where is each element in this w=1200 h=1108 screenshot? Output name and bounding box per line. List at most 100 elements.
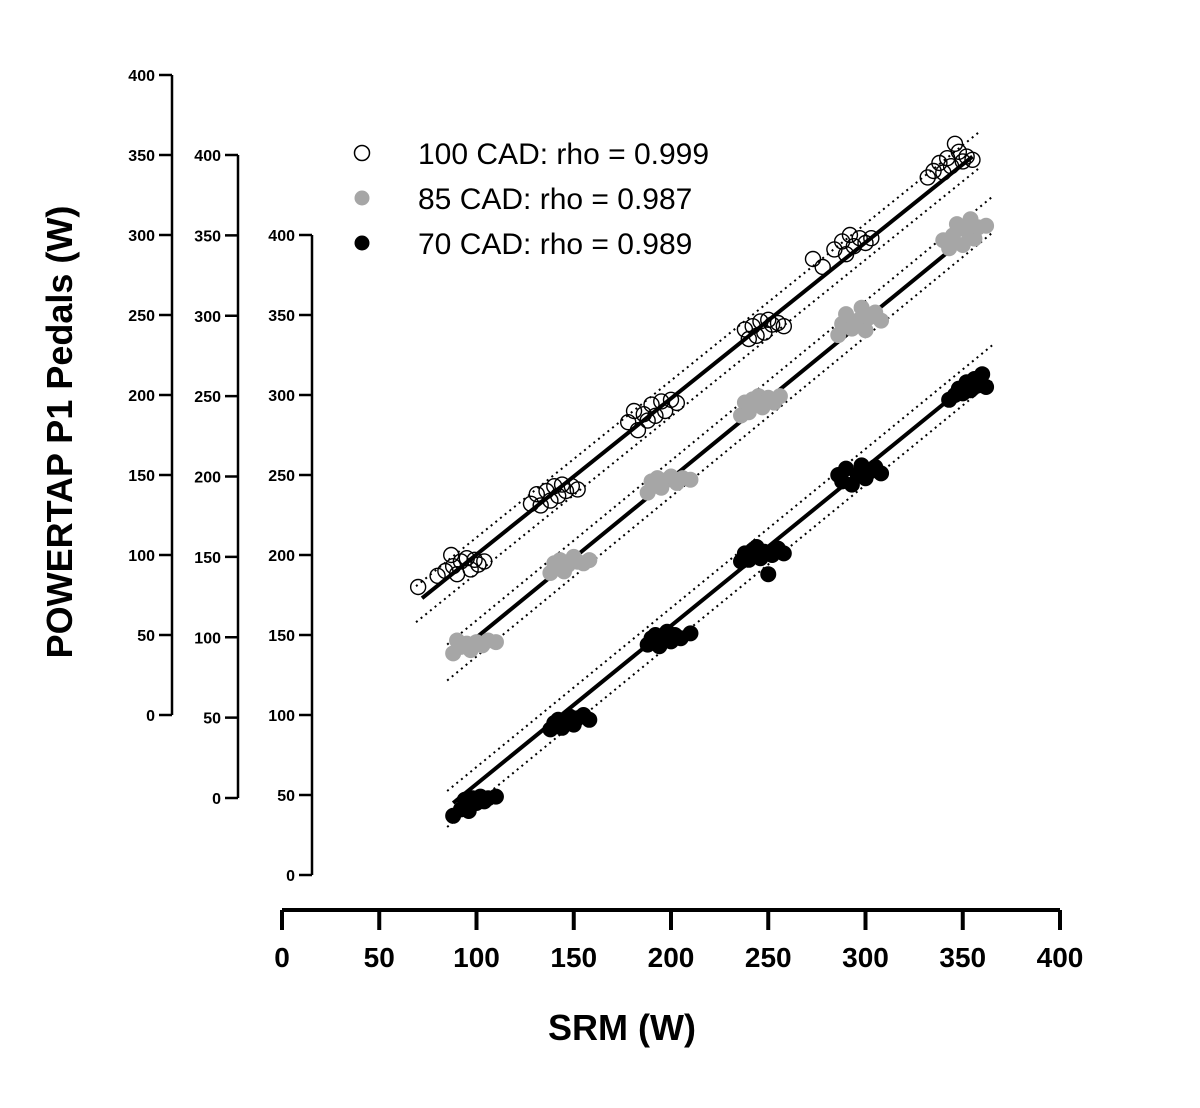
- fit-line-group: [446, 196, 993, 682]
- y-tick-label: 150: [268, 628, 295, 645]
- data-point: [647, 407, 664, 424]
- x-axis: 0 50 100 150 200 250 300 350 400: [274, 908, 1084, 973]
- x-tick-label: 400: [1037, 942, 1084, 973]
- y-tick-label: 150: [128, 468, 155, 485]
- data-point: [775, 318, 793, 335]
- data-point: [581, 552, 598, 569]
- data-point: [857, 234, 874, 252]
- data-point: [978, 379, 995, 395]
- data-point: [620, 414, 637, 431]
- fit-line-group: [415, 131, 980, 623]
- data-point: [625, 402, 643, 420]
- confidence-band-line: [415, 131, 980, 587]
- data-point: [437, 562, 454, 580]
- data-point: [942, 157, 960, 175]
- legend-label: 85 CAD: rho = 0.987: [418, 183, 692, 216]
- data-point: [487, 788, 504, 805]
- data-point: [814, 258, 831, 276]
- y-tick-label: 400: [128, 68, 155, 85]
- y-tick-label: 0: [286, 868, 295, 885]
- legend-marker: [354, 190, 370, 206]
- confidence-band-line: [446, 344, 993, 792]
- data-point: [546, 478, 563, 495]
- y-tick-label: 300: [194, 309, 221, 326]
- legend: 100 CAD: rho = 0.999 85 CAD: rho = 0.987 7…: [353, 138, 709, 261]
- y-tick-label: 300: [268, 388, 295, 405]
- x-tick-label: 200: [648, 942, 695, 973]
- data-point: [668, 394, 686, 412]
- data-point: [740, 330, 757, 348]
- y-tick-label: 200: [128, 388, 155, 405]
- data-points: [409, 135, 995, 824]
- regression-line: [451, 219, 988, 659]
- x-tick-label: 100: [453, 942, 500, 973]
- x-tick-label: 350: [939, 942, 986, 973]
- confidence-band-line: [446, 196, 993, 646]
- data-point: [804, 250, 822, 268]
- data-point: [429, 567, 446, 584]
- data-point: [964, 151, 981, 169]
- y-tick-label: 0: [212, 791, 221, 808]
- data-point: [931, 154, 948, 172]
- data-point: [760, 566, 777, 583]
- series-points: [445, 211, 995, 662]
- y-tick-label: 400: [268, 228, 295, 245]
- x-tick-label: 0: [274, 942, 290, 973]
- data-point: [771, 388, 788, 405]
- fit-lines: [415, 131, 993, 828]
- x-tick-label: 50: [364, 942, 395, 973]
- y-axis-2: 0 50 100 150 200 250 300 350 400: [194, 148, 240, 808]
- data-point: [763, 316, 781, 333]
- series-points: [445, 366, 995, 824]
- y-tick-label: 350: [128, 148, 155, 165]
- confidence-band-line: [446, 232, 993, 682]
- regression-line: [451, 367, 988, 805]
- x-tick-label: 300: [842, 942, 889, 973]
- data-point: [775, 545, 792, 562]
- y-tick-label: 100: [128, 548, 155, 565]
- data-point: [639, 412, 656, 429]
- data-point: [462, 561, 479, 578]
- data-point: [557, 482, 575, 500]
- confidence-band-line: [415, 167, 980, 623]
- y-tick-label: 100: [268, 708, 295, 725]
- data-point: [532, 497, 549, 514]
- y-tick-label: 250: [194, 389, 221, 406]
- y-tick-label: 50: [277, 788, 295, 805]
- confidence-band-line: [446, 380, 993, 828]
- data-point: [841, 226, 859, 244]
- data-point: [919, 169, 936, 186]
- data-point: [682, 471, 699, 488]
- data-point: [653, 393, 670, 410]
- data-point: [538, 482, 555, 500]
- data-point: [954, 153, 971, 170]
- y-tick-label: 350: [194, 228, 221, 245]
- data-point: [549, 487, 567, 504]
- y-tick-label: 300: [128, 228, 155, 245]
- y-tick-label: 100: [194, 630, 221, 647]
- y-tick-label: 400: [194, 148, 221, 165]
- x-tick-label: 250: [745, 942, 792, 973]
- y-tick-label: 150: [194, 550, 221, 567]
- data-point: [409, 578, 427, 596]
- data-point: [581, 711, 598, 728]
- x-axis-title: SRM (W): [548, 1007, 696, 1048]
- data-point: [760, 311, 777, 328]
- data-point: [863, 229, 880, 247]
- legend-label: 100 CAD: rho = 0.999: [418, 138, 709, 171]
- data-point: [978, 217, 995, 234]
- legend-marker: [354, 235, 370, 251]
- data-point: [873, 465, 890, 482]
- y-tick-label: 0: [146, 708, 155, 725]
- y-tick-label: 200: [194, 470, 221, 487]
- data-point: [629, 422, 647, 439]
- data-point: [643, 396, 660, 413]
- y-tick-label: 50: [137, 628, 155, 645]
- data-point: [443, 546, 460, 564]
- data-point: [444, 558, 462, 575]
- y-tick-label: 250: [128, 308, 155, 325]
- data-point: [528, 486, 545, 503]
- y-tick-label: 200: [268, 548, 295, 565]
- data-point: [569, 481, 586, 498]
